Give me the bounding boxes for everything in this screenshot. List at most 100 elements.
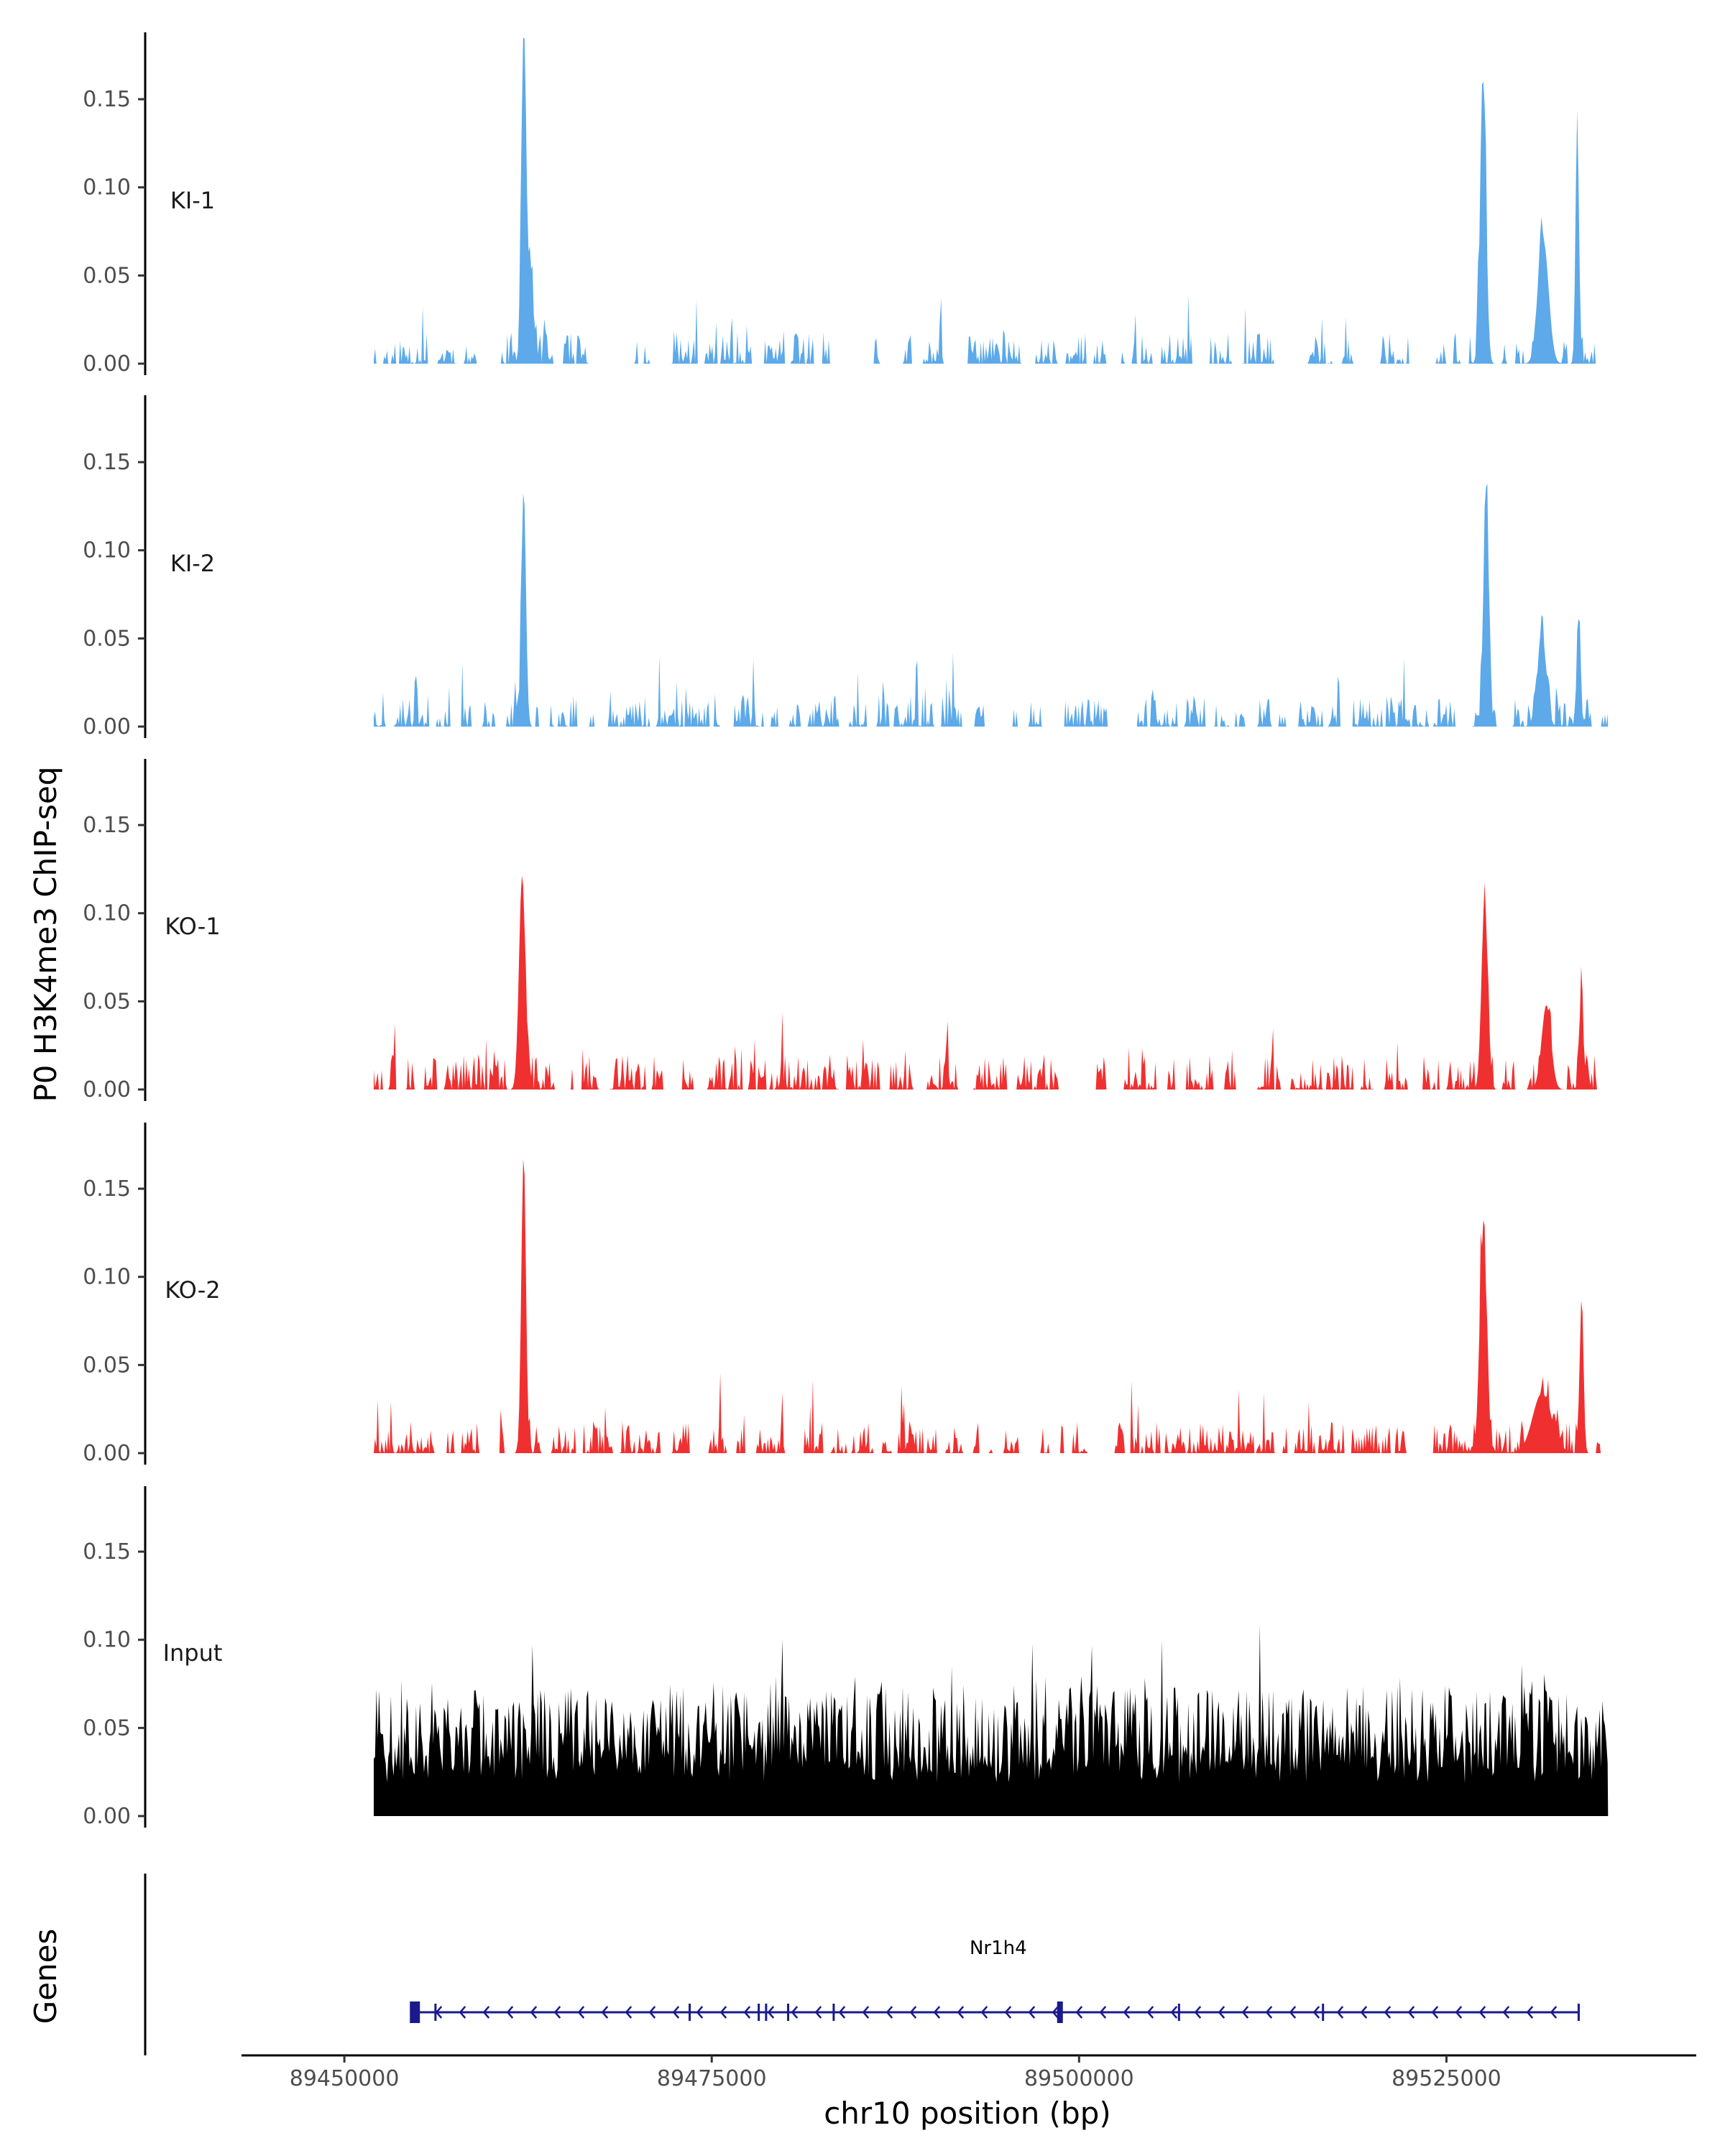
strand-arrow bbox=[1289, 2006, 1297, 2019]
strand-arrow bbox=[1384, 2006, 1392, 2019]
track-label: Input bbox=[163, 1639, 223, 1667]
strand-arrow bbox=[577, 2006, 585, 2019]
x-tick-label: 89475000 bbox=[657, 2066, 767, 2091]
strand-arrow bbox=[814, 2006, 822, 2019]
strand-arrow bbox=[648, 2006, 656, 2019]
strand-arrow bbox=[1123, 2006, 1131, 2019]
signal-area bbox=[374, 1158, 1601, 1453]
strand-arrow bbox=[1170, 2006, 1178, 2019]
strand-arrow bbox=[553, 2006, 561, 2019]
y-tick-label: 0.05 bbox=[83, 1353, 131, 1378]
y-tick-label: 0.10 bbox=[83, 1265, 131, 1290]
exon bbox=[758, 2004, 760, 2021]
track-label: KO-2 bbox=[165, 1276, 220, 1304]
signal-area bbox=[374, 1623, 1609, 1816]
y-tick-label: 0.00 bbox=[83, 714, 131, 740]
strand-arrow bbox=[1028, 2006, 1036, 2019]
y-tick-label: 0.15 bbox=[83, 87, 131, 112]
strand-arrow bbox=[1004, 2006, 1012, 2019]
strand-arrow bbox=[957, 2006, 965, 2019]
strand-arrow bbox=[1478, 2006, 1486, 2019]
strand-arrow bbox=[862, 2006, 870, 2019]
strand-arrow bbox=[459, 2006, 466, 2019]
x-tick-label: 89450000 bbox=[290, 2066, 400, 2091]
y-tick-label: 0.10 bbox=[83, 901, 131, 926]
strand-arrow bbox=[482, 2006, 490, 2019]
exon bbox=[1577, 2004, 1580, 2021]
exon bbox=[765, 2004, 768, 2021]
strand-arrow bbox=[886, 2006, 893, 2019]
y-tick-label: 0.00 bbox=[83, 1804, 131, 1829]
x-tick-label: 89500000 bbox=[1024, 2066, 1134, 2091]
genes-axis-title: Genes bbox=[28, 1929, 63, 2024]
strand-arrow bbox=[672, 2006, 680, 2019]
genes-panel: Nr1h4 bbox=[144, 1874, 1580, 2055]
signal-tracks: 0.00 0.05 0.10 0.15 KI-1 0.00 0.05 0.10 0.15 KI-2… bbox=[83, 32, 1609, 1829]
strand-arrow bbox=[838, 2006, 846, 2019]
strand-arrow bbox=[530, 2006, 538, 2019]
y-tick-label: 0.05 bbox=[83, 1715, 131, 1741]
signal-area bbox=[374, 37, 1601, 364]
y-tick-label: 0.05 bbox=[83, 263, 131, 288]
y-tick-label: 0.15 bbox=[83, 450, 131, 475]
track-input: 0.00 0.05 0.10 0.15 Input bbox=[83, 1486, 1609, 1829]
exon bbox=[434, 2004, 437, 2021]
strand-arrow bbox=[1502, 2006, 1510, 2019]
x-tick-label: 89525000 bbox=[1392, 2066, 1501, 2091]
exon bbox=[1322, 2004, 1325, 2021]
strand-arrow bbox=[767, 2006, 775, 2019]
exon bbox=[689, 2004, 691, 2021]
y-tick-label: 0.00 bbox=[83, 1441, 131, 1466]
strand-arrow bbox=[1099, 2006, 1107, 2019]
strand-arrow bbox=[696, 2006, 704, 2019]
y-tick-label: 0.10 bbox=[83, 175, 131, 201]
x-axis-title: chr10 position (bp) bbox=[824, 2096, 1111, 2131]
strand-arrow bbox=[719, 2006, 727, 2019]
y-tick-label: 0.15 bbox=[83, 1176, 131, 1202]
exon bbox=[787, 2004, 790, 2021]
signal-area bbox=[374, 875, 1609, 1089]
y-tick-label: 0.10 bbox=[83, 538, 131, 563]
strand-arrow bbox=[1455, 2006, 1463, 2019]
gene-name-label: Nr1h4 bbox=[970, 1938, 1027, 1959]
track-ki-1: 0.00 0.05 0.10 0.15 KI-1 bbox=[83, 32, 1601, 377]
strand-arrow bbox=[1526, 2006, 1534, 2019]
strand-arrow bbox=[1218, 2006, 1225, 2019]
strand-arrow bbox=[1336, 2006, 1344, 2019]
y-tick-label: 0.05 bbox=[83, 626, 131, 651]
strand-arrow bbox=[909, 2006, 917, 2019]
track-label: KO-1 bbox=[165, 913, 220, 940]
track-ko-2: 0.00 0.05 0.10 0.15 KO-2 bbox=[83, 1123, 1601, 1466]
y-tick-label: 0.15 bbox=[83, 1539, 131, 1565]
strand-arrow bbox=[601, 2006, 609, 2019]
y-tick-label: 0.00 bbox=[83, 1077, 131, 1102]
strand-arrow bbox=[1312, 2006, 1320, 2019]
exon bbox=[1177, 2004, 1180, 2021]
strand-arrow bbox=[980, 2006, 988, 2019]
strand-arrow bbox=[1360, 2006, 1368, 2019]
exon bbox=[832, 2004, 835, 2021]
strand-arrow bbox=[1075, 2006, 1083, 2019]
strand-arrow bbox=[1265, 2006, 1273, 2019]
strand-arrow bbox=[1407, 2006, 1415, 2019]
y-tick-label: 0.05 bbox=[83, 989, 131, 1014]
strand-arrow bbox=[506, 2006, 514, 2019]
track-ko-1: 0.00 0.05 0.10 0.15 KO-1 bbox=[83, 759, 1609, 1102]
y-tick-label: 0.15 bbox=[83, 813, 131, 838]
strand-arrow bbox=[791, 2006, 799, 2019]
strand-arrow bbox=[1550, 2006, 1558, 2019]
exon bbox=[1057, 2001, 1063, 2023]
y-tick-label: 0.00 bbox=[83, 351, 131, 377]
strand-arrow bbox=[625, 2006, 632, 2019]
strand-arrow bbox=[933, 2006, 941, 2019]
strand-arrow bbox=[1241, 2006, 1249, 2019]
y-axis-title: P0 H3K4me3 ChIP-seq bbox=[28, 766, 63, 1102]
signal-area bbox=[374, 483, 1609, 727]
strand-arrow bbox=[1194, 2006, 1202, 2019]
exon bbox=[410, 2001, 420, 2023]
track-label: KI-2 bbox=[170, 550, 215, 577]
strand-arrow bbox=[743, 2006, 751, 2019]
track-ki-2: 0.00 0.05 0.10 0.15 KI-2 bbox=[83, 395, 1609, 740]
track-label: KI-1 bbox=[170, 187, 215, 214]
strand-arrow bbox=[1146, 2006, 1154, 2019]
